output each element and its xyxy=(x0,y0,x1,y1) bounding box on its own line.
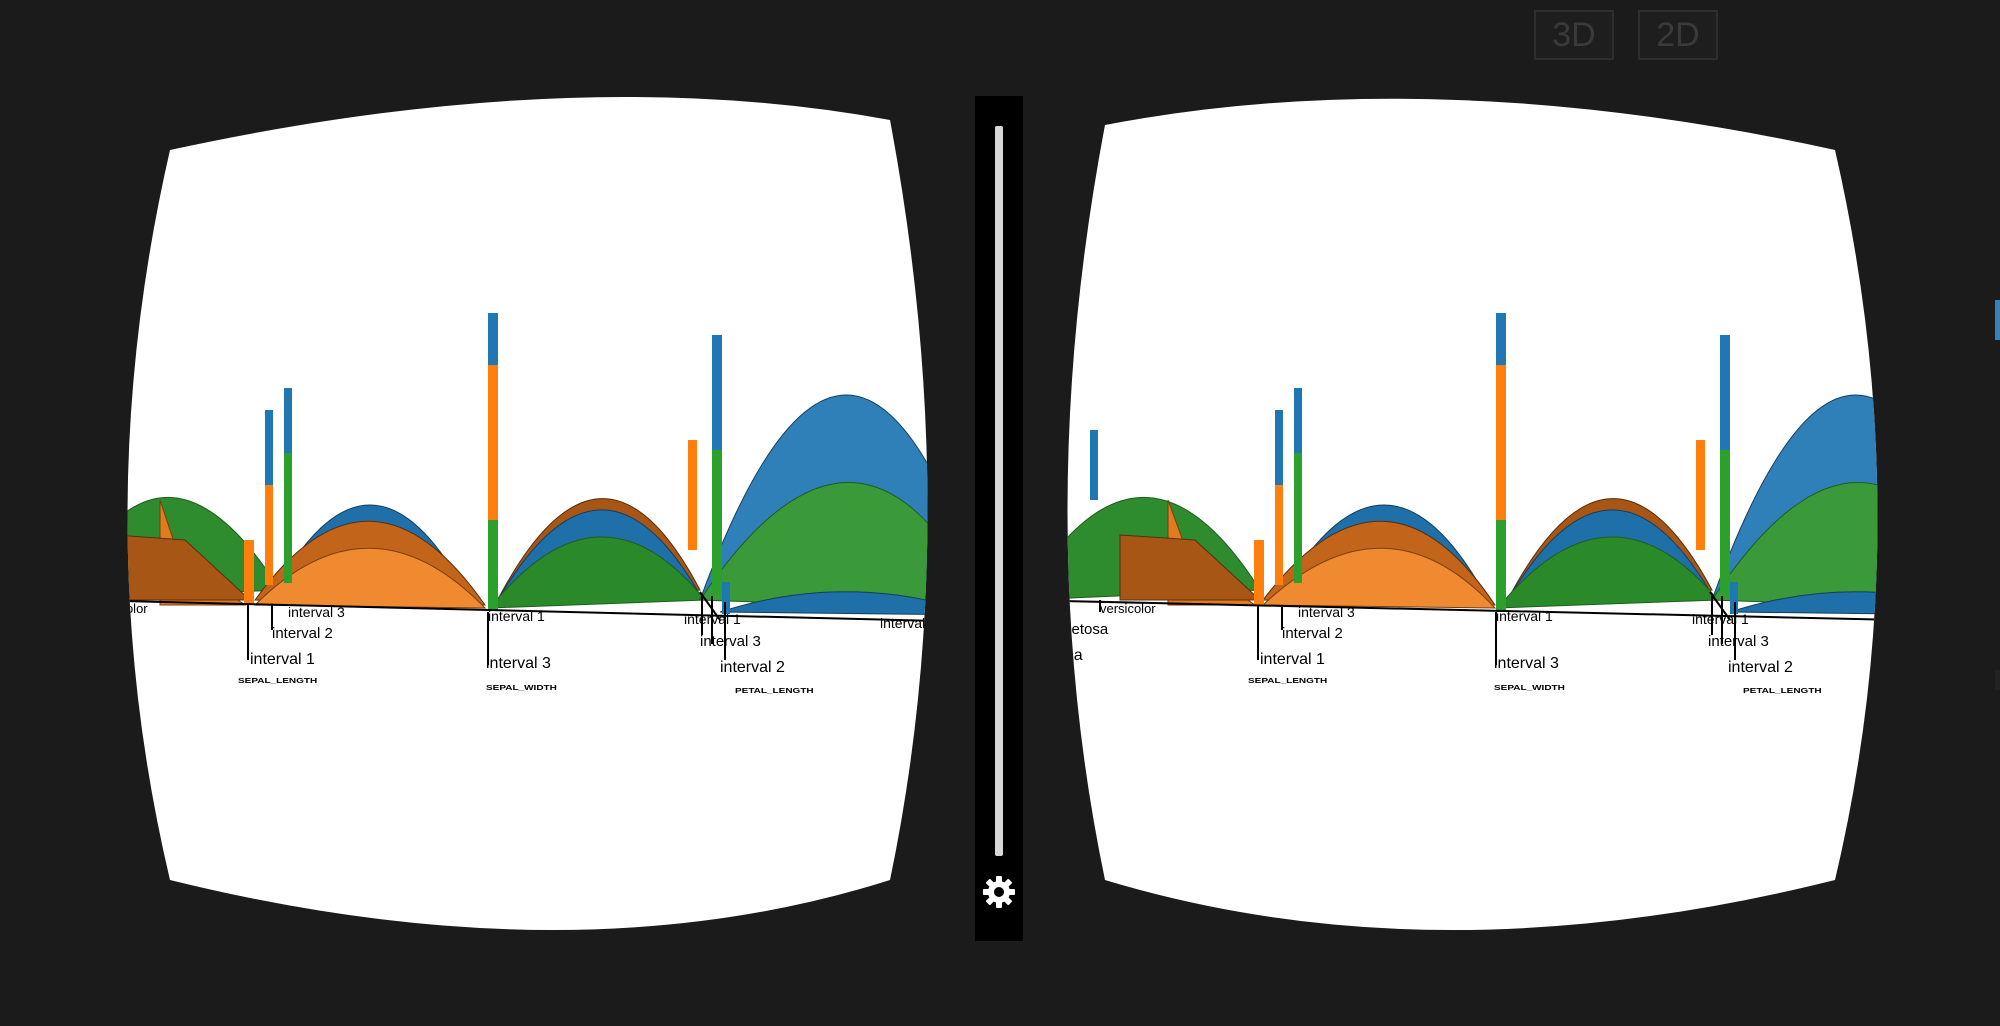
label-petal-length: PETAL_LENGTH xyxy=(735,687,814,695)
dist-blue-1-r xyxy=(1277,504,1489,601)
dist-blue-3 xyxy=(699,394,928,601)
dist-orange-1a-r xyxy=(1262,520,1496,606)
bar-orange-6 xyxy=(688,440,697,550)
vr-divider xyxy=(975,96,1023,941)
label-interval-1-b-r: interval 1 xyxy=(1496,608,1553,624)
edge-mark-blue xyxy=(1995,300,2000,340)
bar-green-7-r xyxy=(1720,450,1730,595)
bar-blue-4-r xyxy=(1294,388,1302,453)
dist-blue-1 xyxy=(269,504,471,601)
bar-blue-5 xyxy=(488,313,498,365)
left-lens xyxy=(127,96,928,930)
bar-orange-3 xyxy=(265,485,273,585)
dist-orange-left-b-r xyxy=(1119,534,1262,601)
label-interval-2-c: interval 2 xyxy=(720,659,785,676)
label-sepal-length-r: SEPAL_LENGTH xyxy=(1248,677,1327,685)
bar-green-4-r xyxy=(1294,453,1302,583)
label-interval-1-d: interval 1 xyxy=(880,615,937,631)
dist-green-left xyxy=(127,497,281,601)
bar-blue-7 xyxy=(712,335,722,450)
label-sepal-width-r: SEPAL_WIDTH xyxy=(1494,684,1565,692)
bar-green-5 xyxy=(488,520,498,610)
dist-green-left-r xyxy=(1067,497,1261,601)
mode-2d-button[interactable]: 2D xyxy=(1638,10,1718,60)
label-virginica-r: virginica xyxy=(1024,647,1083,664)
label-sepal-width: SEPAL_WIDTH xyxy=(486,684,557,692)
label-setosa-r: setosa xyxy=(1064,621,1109,638)
bar-blue-1-r xyxy=(1090,430,1098,500)
bar-green-9 xyxy=(965,465,975,605)
label-interval-1-c-r: interval 1 xyxy=(1692,611,1749,627)
bar-orange-6-r xyxy=(1696,440,1705,550)
dist-blue-3-base xyxy=(719,591,928,616)
bar-orange-2 xyxy=(244,540,254,605)
bar-blue-3 xyxy=(265,410,273,485)
label-interval-1-c: interval 1 xyxy=(684,611,741,627)
dist-orange-1b-r xyxy=(1261,547,1497,609)
label-interval-3-c-r: interval 3 xyxy=(1708,633,1769,650)
dist-blue-3-base-r xyxy=(1729,591,1878,616)
dist-blue-2 xyxy=(494,509,701,606)
dist-green-3-r xyxy=(1711,482,1878,611)
label-interval-1-a: interval 1 xyxy=(250,651,315,668)
dist-blue-2-r xyxy=(1504,509,1713,606)
axis-lines-r xyxy=(1067,591,1878,665)
axis-lines xyxy=(127,591,928,665)
label-interval-2-c-r: interval 2 xyxy=(1728,659,1793,676)
bar-orange-2-r xyxy=(1254,540,1264,605)
label-interval-3-b-r: interval 3 xyxy=(1494,655,1559,672)
label-interv-cut-r: interv xyxy=(1888,615,1922,631)
label-interval-1-a-r: interval 1 xyxy=(1260,651,1325,668)
label-interval-3-a: interval 3 xyxy=(288,604,345,620)
bar-green-5-r xyxy=(1496,520,1506,610)
bar-blue-5-r xyxy=(1496,313,1506,365)
bar-blue-8-r xyxy=(1730,582,1738,614)
dist-orange-1b xyxy=(253,547,487,609)
gear-icon[interactable] xyxy=(981,874,1017,910)
bar-orange-3-r xyxy=(1275,485,1283,585)
dist-orange-left-a-r xyxy=(1167,499,1257,606)
dist-brown-2 xyxy=(494,498,701,606)
divider-line xyxy=(995,126,1003,856)
label-interval-3-a-r: interval 3 xyxy=(1298,604,1355,620)
label-interval-2-a: interval 2 xyxy=(272,625,333,642)
dist-green-3 xyxy=(699,482,928,611)
dist-orange-left-b xyxy=(127,534,252,601)
dist-orange-1a xyxy=(254,520,486,606)
label-interval-3-c: interval 3 xyxy=(700,633,761,650)
bar-blue-4 xyxy=(284,388,292,453)
bar-green-7 xyxy=(712,450,722,595)
label-interval-1-b: interval 1 xyxy=(488,608,545,624)
right-lens xyxy=(1067,98,1878,931)
label-versicolor-r: versicolor xyxy=(1100,601,1156,616)
bar-orange-1-r xyxy=(1053,437,1062,537)
bar-orange-5-r xyxy=(1496,365,1506,520)
bar-orange-5 xyxy=(488,365,498,520)
bar-blue-3-r xyxy=(1275,410,1283,485)
dist-green-2-r xyxy=(1496,536,1720,609)
label-setosa-cut: sa xyxy=(80,621,95,637)
dist-orange-left-a xyxy=(159,499,247,606)
bar-blue-7-r xyxy=(1720,335,1730,450)
label-versicolor: versicolor xyxy=(92,601,148,616)
label-sepal-length: SEPAL_LENGTH xyxy=(238,677,317,685)
mode-3d-button[interactable]: 3D xyxy=(1534,10,1614,60)
dist-blue-3-r xyxy=(1711,394,1878,601)
bar-blue-8 xyxy=(722,582,730,614)
dist-green-2 xyxy=(488,536,707,609)
label-interval-3-b: interval 3 xyxy=(486,655,551,672)
dist-brown-2-r xyxy=(1504,498,1713,606)
label-interval-2-a-r: interval 2 xyxy=(1282,625,1343,642)
label-petal-length-r: PETAL_LENGTH xyxy=(1743,687,1822,695)
bar-blue-1 xyxy=(80,430,90,500)
edge-mark-dark xyxy=(1995,670,2000,690)
bar-green-4 xyxy=(284,453,292,583)
